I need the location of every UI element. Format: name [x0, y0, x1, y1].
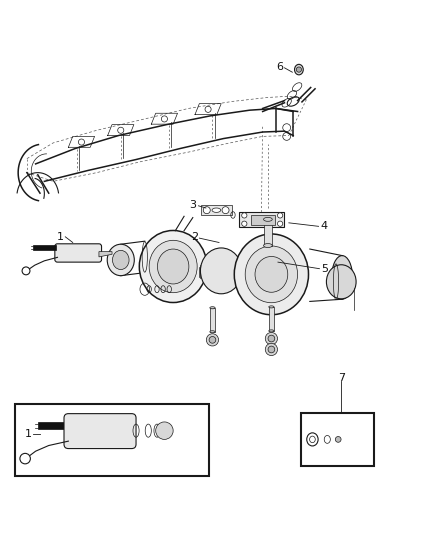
Circle shape: [22, 267, 30, 275]
Circle shape: [278, 221, 283, 227]
Bar: [38, 422, 67, 429]
Bar: [264, 220, 272, 246]
Bar: [210, 308, 215, 332]
Ellipse shape: [107, 244, 134, 276]
Bar: [33, 245, 56, 250]
Bar: [269, 307, 274, 331]
Polygon shape: [201, 205, 232, 215]
Polygon shape: [239, 212, 285, 227]
Circle shape: [268, 346, 275, 353]
Circle shape: [206, 334, 219, 346]
Circle shape: [203, 207, 210, 214]
Circle shape: [296, 67, 301, 72]
Ellipse shape: [294, 64, 303, 75]
Ellipse shape: [234, 234, 308, 315]
Circle shape: [333, 434, 343, 445]
Ellipse shape: [157, 249, 189, 284]
Ellipse shape: [113, 251, 129, 270]
Ellipse shape: [212, 208, 221, 212]
Ellipse shape: [255, 256, 288, 292]
Ellipse shape: [210, 306, 215, 309]
Circle shape: [265, 333, 278, 345]
Text: 2: 2: [191, 232, 198, 242]
Text: 3: 3: [189, 199, 196, 209]
Circle shape: [242, 221, 247, 227]
Text: 6: 6: [277, 61, 284, 71]
FancyBboxPatch shape: [64, 414, 136, 449]
Ellipse shape: [201, 248, 242, 294]
Ellipse shape: [149, 240, 197, 293]
Circle shape: [268, 335, 275, 342]
Text: 7: 7: [338, 373, 345, 383]
Ellipse shape: [269, 330, 274, 332]
Ellipse shape: [245, 246, 297, 303]
Ellipse shape: [139, 230, 207, 303]
Text: 1: 1: [57, 232, 64, 242]
Ellipse shape: [210, 330, 215, 333]
Ellipse shape: [326, 265, 356, 299]
Polygon shape: [99, 252, 112, 257]
Ellipse shape: [332, 256, 353, 299]
Ellipse shape: [269, 306, 274, 308]
Ellipse shape: [264, 244, 272, 247]
Ellipse shape: [264, 217, 272, 221]
FancyBboxPatch shape: [55, 244, 102, 262]
Bar: [301, 413, 374, 466]
Circle shape: [155, 422, 173, 439]
Circle shape: [265, 343, 278, 356]
Circle shape: [20, 454, 30, 464]
Circle shape: [222, 207, 229, 214]
Circle shape: [209, 336, 216, 343]
Circle shape: [278, 213, 283, 218]
Bar: [14, 404, 209, 476]
Text: 1: 1: [25, 429, 32, 439]
Circle shape: [242, 213, 247, 218]
Text: 4: 4: [320, 221, 327, 231]
Bar: [251, 215, 275, 224]
Circle shape: [336, 437, 341, 442]
Text: 5: 5: [321, 264, 328, 273]
